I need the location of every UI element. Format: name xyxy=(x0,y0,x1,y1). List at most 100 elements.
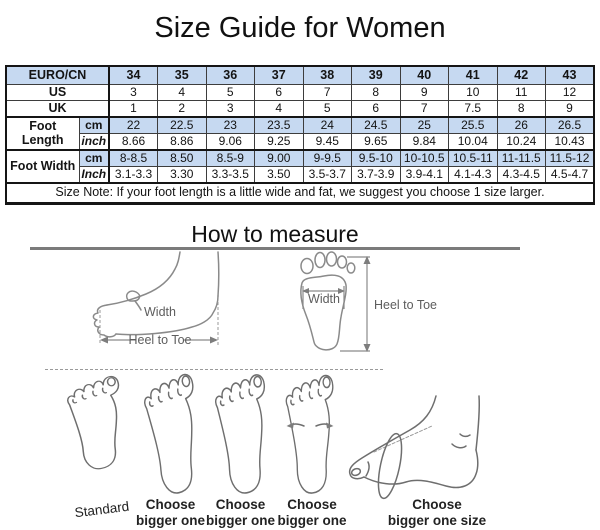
size-header-cell: 38 xyxy=(302,65,352,85)
foot-standard xyxy=(64,374,131,473)
size-header-cell: 34 xyxy=(108,65,158,85)
size-value-cell: 12 xyxy=(545,84,595,101)
foot-wide-2 xyxy=(212,373,275,496)
size-value-cell: 26 xyxy=(496,116,546,134)
size-table-body: EURO/CN 34 35 36 37 38 39 40 41 42 43 US 3 4 5 6 7 8 9 10 11… xyxy=(5,65,595,204)
size-value-cell: 9.00 xyxy=(254,149,304,167)
size-value-cell: 26.5 xyxy=(545,116,595,134)
size-value-cell: 7.5 xyxy=(448,100,498,118)
size-value-cell: 8 xyxy=(496,100,546,118)
label-choose-bigger-2: Choose bigger one xyxy=(205,497,275,529)
unit-cell: inch xyxy=(78,133,110,151)
size-value-cell: 23 xyxy=(205,116,255,134)
row-label-us: US xyxy=(5,84,110,101)
size-value-cell: 3 xyxy=(205,100,255,118)
size-value-cell: 9 xyxy=(545,100,595,118)
size-value-cell: 24.5 xyxy=(351,116,401,134)
size-header-cell: 39 xyxy=(351,65,401,85)
size-header-cell: 41 xyxy=(448,65,498,85)
size-value-cell: 3.50 xyxy=(254,166,304,184)
size-value-cell: 3.7-3.9 xyxy=(351,166,401,184)
size-header-cell: 42 xyxy=(496,65,546,85)
side-width-label: Width xyxy=(144,305,176,319)
size-value-cell: 11 xyxy=(496,84,546,101)
size-header-cell: 40 xyxy=(399,65,449,85)
size-value-cell: 10 xyxy=(448,84,498,101)
size-header-cell: 36 xyxy=(205,65,255,85)
size-value-cell: 4.3-4.5 xyxy=(496,166,546,184)
size-value-cell: 24 xyxy=(302,116,352,134)
size-value-cell: 2 xyxy=(157,100,207,118)
size-value-cell: 9.45 xyxy=(302,133,352,151)
size-value-cell: 9-9.5 xyxy=(302,149,352,167)
footprint-heel-toe-label: Heel to Toe xyxy=(374,298,437,312)
size-value-cell: 1 xyxy=(108,100,158,118)
footprint-heel-toe-dimension xyxy=(340,256,371,352)
size-value-cell: 9 xyxy=(399,84,449,101)
size-value-cell: 3.30 xyxy=(157,166,207,184)
size-value-cell: 9.5-10 xyxy=(351,149,401,167)
size-note: Size Note: If your foot length is a litt… xyxy=(5,182,595,204)
size-value-cell: 3.1-3.3 xyxy=(108,166,158,184)
size-value-cell: 22 xyxy=(108,116,158,134)
size-value-cell: 10.43 xyxy=(545,133,595,151)
measure-title: How to measure xyxy=(191,221,359,247)
size-header-cell: 43 xyxy=(545,65,595,85)
row-label-foot-width: Foot Width xyxy=(5,149,80,184)
foot-wide-1 xyxy=(141,372,207,497)
footprint-width-label: Width xyxy=(308,292,340,306)
width-arrows xyxy=(286,422,334,429)
size-value-cell: 7 xyxy=(399,100,449,118)
size-value-cell: 9.65 xyxy=(351,133,401,151)
footprint-diagram: Width Heel to Toe xyxy=(300,251,437,352)
label-choose-bigger-3: Choose bigger one xyxy=(277,497,347,529)
size-value-cell: 10.04 xyxy=(448,133,498,151)
unit-cell: cm xyxy=(78,116,110,134)
side-heel-toe-label: Heel to Toe xyxy=(128,333,191,347)
size-value-cell: 6 xyxy=(254,84,304,101)
size-value-cell: 11.5-12 xyxy=(545,149,595,167)
advice-figures xyxy=(45,369,480,500)
foot-wide-3 xyxy=(284,374,340,495)
size-value-cell: 9.06 xyxy=(205,133,255,151)
label-choose-bigger-1: Choose bigger one xyxy=(135,497,205,529)
size-value-cell: 9.25 xyxy=(254,133,304,151)
foot-side-girth xyxy=(348,395,480,500)
size-value-cell: 5 xyxy=(302,100,352,118)
size-value-cell: 22.5 xyxy=(157,116,207,134)
footprint-sketch xyxy=(300,251,356,351)
size-value-cell: 4 xyxy=(254,100,304,118)
size-value-cell: 8.86 xyxy=(157,133,207,151)
col-header-euro-cn: EURO/CN xyxy=(5,65,110,85)
measure-divider xyxy=(30,247,520,250)
size-value-cell: 8 xyxy=(351,84,401,101)
size-table: EURO/CN 34 35 36 37 38 39 40 41 42 43 US 3 4 5 6 7 8 9 10 11… xyxy=(5,65,595,205)
size-value-cell: 8.5-9 xyxy=(205,149,255,167)
label-choose-bigger-size: Choose bigger one size xyxy=(387,497,487,529)
size-value-cell: 8.66 xyxy=(108,133,158,151)
row-label-uk: UK xyxy=(5,100,110,118)
side-foot-diagram: Width Heel to Toe xyxy=(92,251,220,347)
size-value-cell: 8-8.5 xyxy=(108,149,158,167)
page-title: Size Guide for Women xyxy=(154,12,446,44)
size-value-cell: 7 xyxy=(302,84,352,101)
size-value-cell: 23.5 xyxy=(254,116,304,134)
size-value-cell: 10.5-11 xyxy=(448,149,498,167)
size-value-cell: 3.5-3.7 xyxy=(302,166,352,184)
size-value-cell: 25 xyxy=(399,116,449,134)
size-value-cell: 10.24 xyxy=(496,133,546,151)
size-header-cell: 37 xyxy=(254,65,304,85)
size-value-cell: 8.50 xyxy=(157,149,207,167)
size-value-cell: 4.5-4.7 xyxy=(545,166,595,184)
unit-cell: cm xyxy=(78,149,110,167)
size-value-cell: 25.5 xyxy=(448,116,498,134)
size-value-cell: 3 xyxy=(108,84,158,101)
size-value-cell: 11-11.5 xyxy=(496,149,546,167)
footprint-width-dimension xyxy=(302,286,345,309)
size-value-cell: 5 xyxy=(205,84,255,101)
row-label-foot-length: Foot Length xyxy=(5,116,80,151)
size-value-cell: 4 xyxy=(157,84,207,101)
unit-cell: Inch xyxy=(78,166,110,184)
side-foot-sketch xyxy=(92,251,220,338)
